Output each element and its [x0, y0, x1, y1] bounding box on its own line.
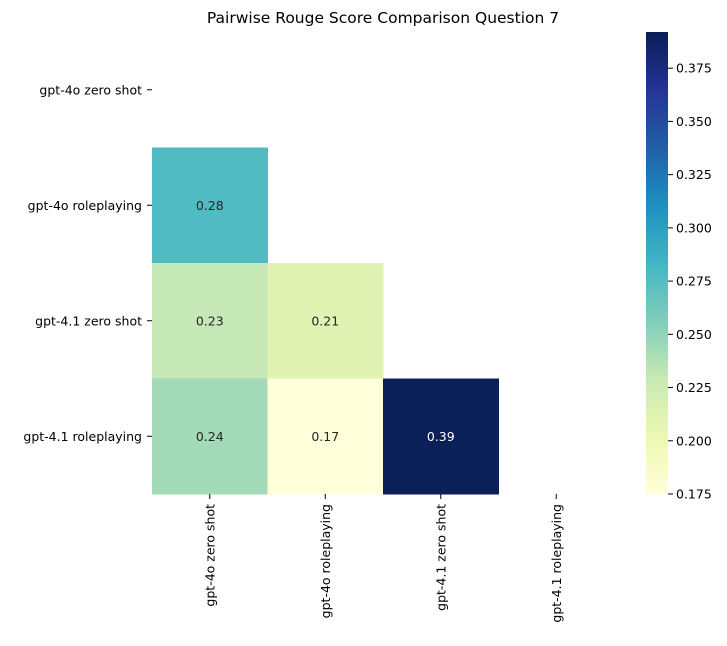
heatmap-cell: [383, 378, 499, 495]
cell-value-label: 0.28: [196, 198, 224, 213]
colorbar-tick-label: 0.350: [676, 114, 712, 129]
x-tick-label: gpt-4.1 zero shot: [433, 504, 448, 611]
cell-value-label: 0.17: [311, 429, 339, 444]
x-axis-ticks: gpt-4o zero shot gpt-4o roleplaying gpt-4.…: [202, 494, 564, 623]
y-tick-label: gpt-4.1 roleplaying: [23, 429, 142, 444]
colorbar-ticks: 0.175 0.200 0.225 0.250 0.275 0.300 0.325 0.350…: [668, 61, 712, 502]
colorbar-tick-label: 0.225: [676, 380, 712, 395]
heatmap-cell: [267, 378, 384, 495]
y-tick-label: gpt-4o zero shot: [39, 82, 142, 97]
heatmap-cell: [152, 378, 268, 495]
chart-title: Pairwise Rouge Score Comparison Question…: [207, 9, 559, 27]
heatmap-cell: [152, 263, 268, 379]
colorbar-gradient: [646, 32, 668, 494]
colorbar-tick-label: 0.250: [676, 327, 712, 342]
colorbar-tick-label: 0.375: [676, 61, 712, 76]
cell-value-label: 0.39: [427, 429, 455, 444]
y-tick-label: gpt-4.1 zero shot: [35, 313, 142, 328]
cell-annotations: 0.28 0.23 0.21 0.24 0.17 0.39: [196, 198, 455, 444]
heatmap-cells: [152, 147, 499, 495]
y-tick-label: gpt-4o roleplaying: [28, 198, 142, 213]
colorbar-tick-label: 0.175: [676, 487, 712, 502]
x-tick-label: gpt-4o roleplaying: [318, 504, 333, 618]
y-axis-ticks: gpt-4o zero shot gpt-4o roleplaying gpt-4.…: [23, 82, 152, 444]
colorbar-tick-label: 0.275: [676, 274, 712, 289]
x-tick-label: gpt-4.1 roleplaying: [549, 504, 564, 623]
cell-value-label: 0.21: [311, 313, 339, 328]
heatmap-cell: [267, 263, 384, 379]
colorbar-tick-label: 0.325: [676, 167, 712, 182]
colorbar-tick-label: 0.300: [676, 220, 712, 235]
heatmap-cell: [152, 147, 268, 264]
x-tick-label: gpt-4o zero shot: [202, 504, 217, 607]
colorbar-tick-label: 0.200: [676, 433, 712, 448]
cell-value-label: 0.24: [196, 429, 224, 444]
colorbar: [646, 32, 668, 494]
cell-value-label: 0.23: [196, 313, 224, 328]
